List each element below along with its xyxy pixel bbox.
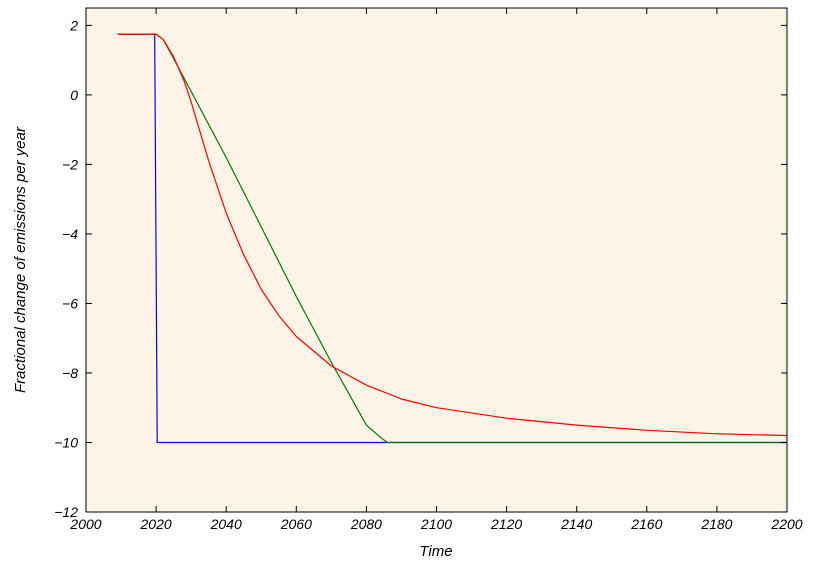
x-tick-label: 2200	[770, 516, 802, 532]
x-tick-label: 2020	[140, 516, 172, 532]
x-tick-label: 2140	[560, 516, 592, 532]
y-tick-label: −8	[62, 365, 78, 381]
x-axis-title: Time	[419, 543, 452, 560]
x-tick-label: 2100	[420, 516, 452, 532]
y-tick-label: −12	[54, 504, 78, 520]
y-axis-title: Fractional change of emissions per year	[12, 126, 29, 393]
plot-frame	[85, 7, 788, 513]
y-tick-label: −2	[62, 156, 78, 172]
y-tick-label: −4	[62, 226, 78, 242]
y-tick-label: −6	[62, 295, 78, 311]
x-tick-label: 2160	[630, 516, 662, 532]
series-layer	[117, 33, 788, 444]
plot-background	[86, 8, 787, 512]
x-tick-label: 2180	[700, 516, 732, 532]
x-tick-label: 2080	[350, 516, 382, 532]
y-tick-label: −10	[54, 434, 78, 450]
x-tick-label: 2000	[69, 516, 101, 532]
series-line-red	[117, 33, 788, 437]
tick-layer: 2000 2020 2040 2060 2080 2100 2120 2140 2160 2180…	[54, 8, 803, 532]
y-tick-label: 0	[70, 87, 78, 103]
y-tick-label: 2	[69, 17, 78, 33]
x-tick-label: 2120	[490, 516, 522, 532]
x-tick-label: 2040	[210, 516, 242, 532]
x-tick-label: 2060	[280, 516, 312, 532]
